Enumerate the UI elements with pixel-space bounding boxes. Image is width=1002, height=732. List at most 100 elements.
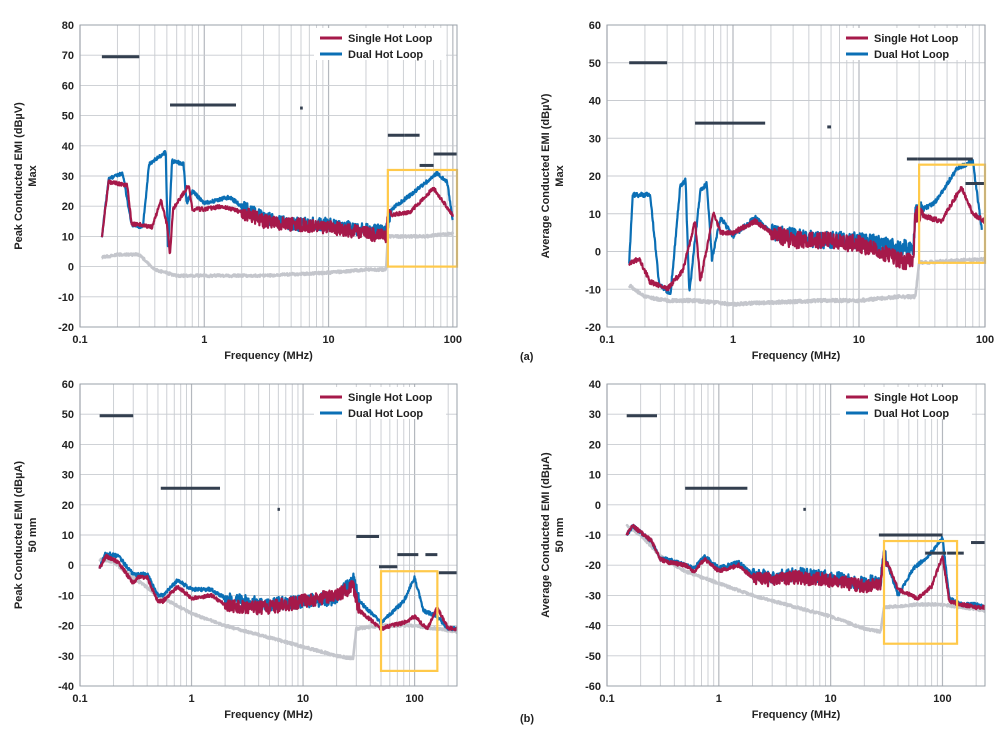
legend-label-dual: Dual Hot Loop [348, 408, 423, 420]
y-tick-label: -40 [58, 681, 74, 693]
y-axis-label-sub: 50 mm [554, 517, 566, 552]
series-single-line [98, 553, 457, 632]
y-tick-label: 20 [589, 171, 601, 183]
y-tick-label: -30 [58, 651, 74, 663]
subfigure-label-a: (a) [520, 351, 534, 363]
y-tick-label: 0 [595, 247, 601, 259]
legend-label-dual: Dual Hot Loop [874, 49, 949, 61]
subfigure-label-b: (b) [520, 713, 534, 725]
x-tick-label: 10 [825, 693, 837, 705]
y-axis-label: Average Conducted EMI (dBµV) [540, 93, 552, 258]
plot-content [100, 55, 457, 279]
legend: Single Hot Loop Dual Hot Loop [314, 28, 446, 61]
y-tick-label: 20 [62, 500, 74, 512]
y-tick-label: 0 [68, 560, 74, 572]
y-axis-label: Peak Conducted EMI (dBµV) [13, 102, 25, 250]
x-tick-label: 1 [201, 334, 207, 346]
series-single-line [100, 179, 454, 255]
y-axis-label: Peak Conducted EMI (dBµA) [13, 461, 25, 609]
y-tick-label: 0 [68, 262, 74, 274]
series-single-line [628, 186, 985, 292]
legend-label-single: Single Hot Loop [348, 33, 433, 45]
series-baseline-line [628, 256, 985, 307]
plot-frame [79, 383, 458, 687]
x-tick-label: 10 [853, 334, 865, 346]
plot-frame [606, 383, 986, 687]
y-tick-label: 30 [589, 133, 601, 145]
y-axis-label: Average Conducted EMI (dBµA) [540, 452, 552, 618]
y-tick-label: 30 [62, 470, 74, 482]
y-tick-label: 40 [62, 439, 74, 451]
chart-peak-emi-dbua: -40 -30 -20 -10 0 10 20 30 40 50 60 0.1 1 10 100 Freque… [13, 379, 458, 721]
y-tick-label: -20 [58, 322, 74, 334]
y-tick-label: -10 [58, 590, 74, 602]
plot-content [628, 61, 985, 307]
chart-average-emi-dbua: -60 -50 -40 -30 -20 -10 0 10 20 30 40 0.1 1 10 100 Freq… [540, 379, 986, 721]
highlight-box [379, 570, 439, 672]
x-tick-label: 1 [188, 693, 194, 705]
y-tick-label: -20 [585, 322, 601, 334]
plot-frame [606, 24, 986, 328]
legend-label-single: Single Hot Loop [874, 392, 959, 404]
y-tick-label: -60 [585, 681, 601, 693]
x-tick-label: 1 [730, 334, 736, 346]
y-tick-label: -40 [585, 621, 601, 633]
plot-frame [79, 24, 458, 328]
y-tick-label: 0 [595, 500, 601, 512]
y-tick-label: -20 [58, 621, 74, 633]
y-tick-label: 60 [62, 379, 74, 391]
legend-label-dual: Dual Hot Loop [874, 408, 949, 420]
y-tick-label: 30 [62, 171, 74, 183]
y-tick-label: 50 [589, 58, 601, 70]
y-tick-label: 10 [589, 209, 601, 221]
y-tick-label: 10 [62, 231, 74, 243]
grid [79, 383, 457, 687]
x-axis-label: Frequency (MHz) [224, 350, 313, 362]
y-tick-label: 20 [589, 439, 601, 451]
y-tick-label: 60 [589, 20, 601, 32]
legend-label-single: Single Hot Loop [874, 33, 959, 45]
y-tick-label: 30 [589, 409, 601, 421]
chart-peak-emi-dbuv: -20 -10 0 10 20 30 40 50 60 70 80 0.1 1 10 100 Frequenc… [13, 20, 462, 362]
y-tick-label: 20 [62, 201, 74, 213]
x-tick-label: 0.1 [72, 334, 87, 346]
y-tick-label: -30 [585, 590, 601, 602]
y-tick-label: -10 [585, 284, 601, 296]
y-tick-label: 10 [589, 470, 601, 482]
plot-content [625, 414, 985, 634]
y-tick-label: 60 [62, 80, 74, 92]
x-tick-label: 100 [444, 334, 462, 346]
y-tick-label: 70 [62, 50, 74, 62]
x-axis-label: Frequency (MHz) [224, 709, 313, 721]
highlight-box [882, 539, 959, 645]
y-axis-label-sub: Max [554, 164, 566, 186]
x-axis-label: Frequency (MHz) [752, 350, 841, 362]
series-baseline-line [625, 523, 985, 634]
y-tick-label: 40 [589, 96, 601, 108]
chart-average-emi-dbuv: -20 -10 0 10 20 30 40 50 60 0.1 1 10 100 Frequency (M… [540, 20, 994, 362]
y-tick-label: -10 [58, 292, 74, 304]
x-tick-label: 10 [322, 334, 334, 346]
x-tick-label: 100 [405, 693, 423, 705]
y-tick-label: -20 [585, 560, 601, 572]
legend: Single Hot Loop Dual Hot Loop [840, 387, 972, 420]
x-axis-label: Frequency (MHz) [752, 709, 841, 721]
y-axis-label-sub: 50 mm [27, 517, 39, 552]
series-baseline-line [101, 231, 455, 279]
y-tick-label: 40 [62, 141, 74, 153]
y-axis-label-sub: Max [27, 164, 39, 186]
legend-label-dual: Dual Hot Loop [348, 49, 423, 61]
x-tick-label: 0.1 [72, 693, 87, 705]
x-tick-label: 0.1 [599, 334, 614, 346]
plot-content [98, 414, 457, 661]
legend-label-single: Single Hot Loop [348, 392, 433, 404]
legend: Single Hot Loop Dual Hot Loop [840, 28, 972, 61]
y-tick-label: 50 [62, 409, 74, 421]
y-tick-label: 40 [589, 379, 601, 391]
y-tick-label: 10 [62, 530, 74, 542]
y-tick-label: -50 [585, 651, 601, 663]
y-tick-label: 80 [62, 20, 74, 32]
x-tick-label: 10 [297, 693, 309, 705]
x-tick-label: 1 [716, 693, 722, 705]
